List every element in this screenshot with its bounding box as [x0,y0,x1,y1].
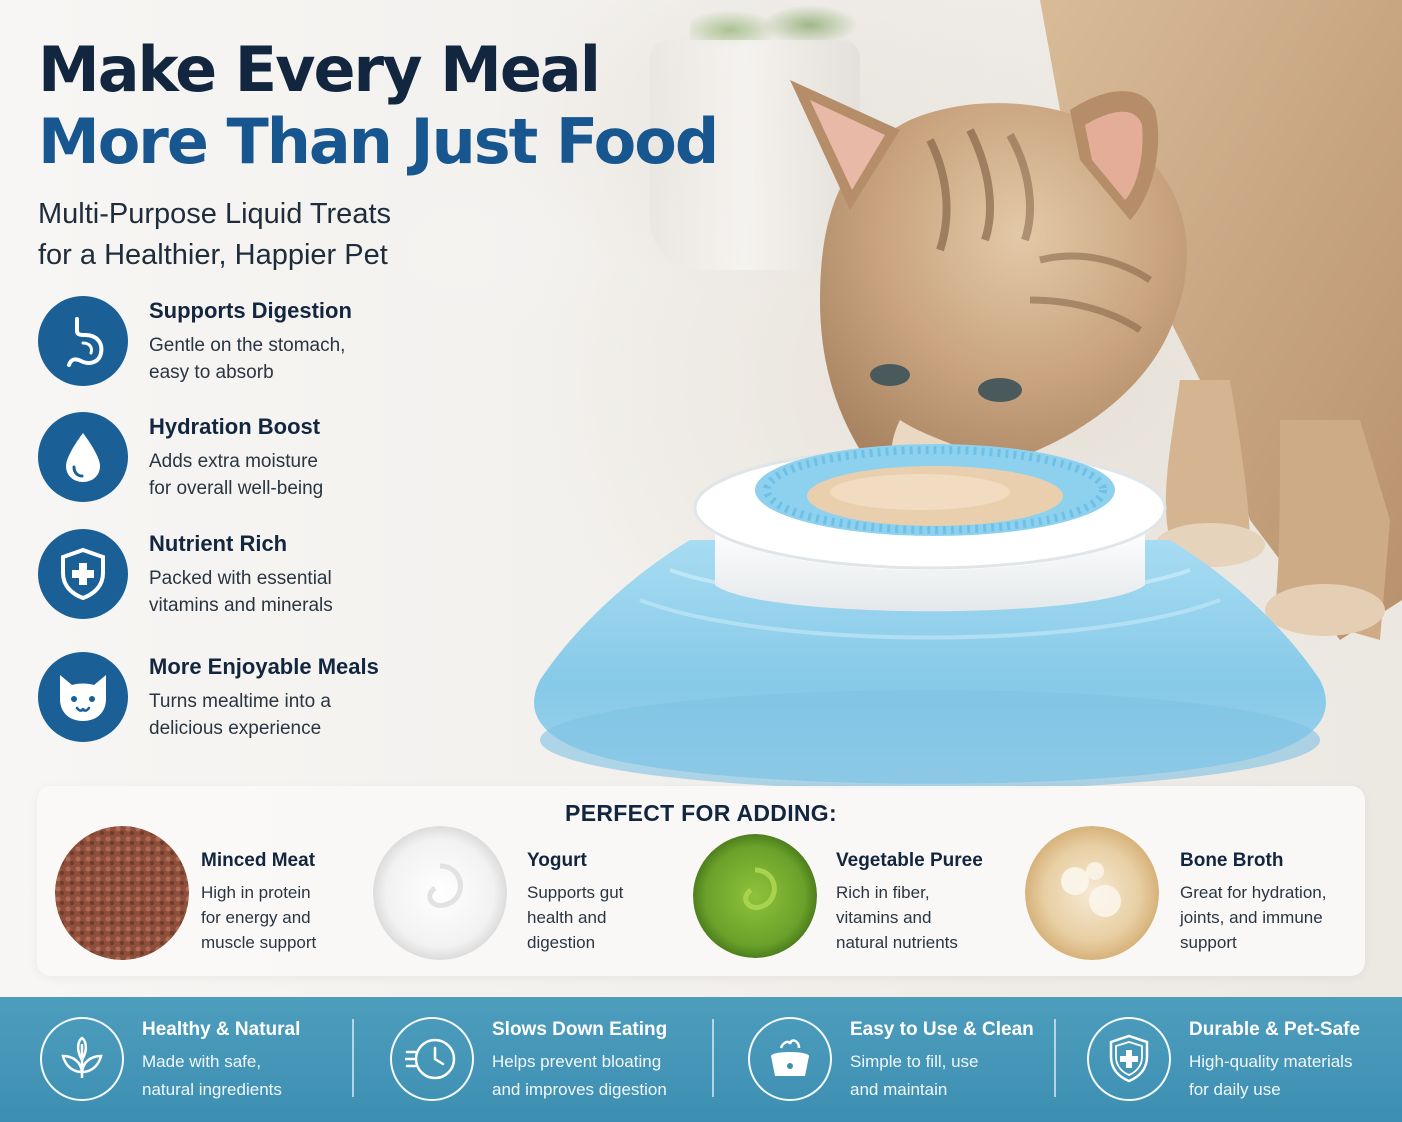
adding-item-name: Vegetable Puree [836,850,983,871]
adding-item-bone-broth: Bone Broth Great for hydration, joints, … [1025,826,1355,966]
benefit-more-enjoyable-meals: More Enjoyable Meals Turns mealtime into… [38,652,458,744]
footer-divider [1054,1019,1056,1097]
vegetable-puree-photo [693,834,817,958]
adding-item-desc: Great for hydration, joints, and immune … [1180,880,1360,955]
background-bowl [330,150,590,350]
feature-title: Easy to Use & Clean [850,1019,1034,1040]
adding-desc-line: support [1180,933,1237,952]
benefit-desc-line: Packed with essential [149,568,332,589]
feature-desc: Simple to fill, use and maintain [850,1048,1080,1104]
benefit-desc-line: vitamins and minerals [149,595,333,616]
benefit-description: Gentle on the stomach, easy to absorb [149,332,449,386]
adding-item-name: Minced Meat [201,850,316,871]
adding-desc-line: High in protein [201,883,311,902]
benefit-desc-line: for overall well-being [149,478,324,499]
cat-face-icon [38,652,128,742]
adding-item-desc: Supports gut health and digestion [527,880,707,955]
adding-desc-line: digestion [527,933,596,952]
cat-illustration [790,0,1402,640]
headline: Make Every Meal More Than Just Food [38,33,719,178]
yogurt-photo [373,826,507,960]
features-footer: Healthy & Natural Made with safe, natura… [0,997,1402,1122]
adding-item-yogurt: Yogurt Supports gut health and digestion [373,826,673,966]
feature-desc-line: High-quality materials [1189,1052,1353,1071]
benefit-hydration-boost: Hydration Boost Adds extra moisture for … [38,412,458,504]
feature-title: Slows Down Eating [492,1019,668,1040]
benefit-title: Hydration Boost [149,414,321,439]
feature-slows-down-eating: Slows Down Eating Helps prevent bloating… [390,1017,710,1107]
adding-desc-line: health and [527,908,607,927]
feature-desc-line: for daily use [1189,1080,1281,1099]
feature-desc-line: and improves digestion [492,1080,667,1099]
feature-easy-to-use-clean: Easy to Use & Clean Simple to fill, use … [748,1017,1048,1107]
adding-desc-line: Great for hydration, [1180,883,1327,902]
adding-desc-line: for energy and [201,908,311,927]
adding-item-name: Bone Broth [1180,850,1284,871]
adding-desc-line: joints, and immune [1180,908,1323,927]
benefit-desc-line: Turns mealtime into a [149,691,331,712]
footer-divider [712,1019,714,1097]
subheadline: Multi-Purpose Liquid Treats for a Health… [38,194,391,276]
benefit-desc-line: Gentle on the stomach, [149,335,346,356]
clock-icon [390,1017,474,1101]
adding-item-vegetable-puree: Vegetable Puree Rich in fiber, vitamins … [693,826,1013,966]
feature-title: Durable & Pet-Safe [1189,1019,1361,1040]
benefit-desc-line: delicious experience [149,718,322,739]
adding-desc-line: vitamins and [836,908,932,927]
benefit-description: Adds extra moisture for overall well-bei… [149,448,449,502]
water-drop-icon [38,412,128,502]
feature-desc: Made with safe, natural ingredients [142,1048,372,1104]
stomach-icon [38,296,128,386]
benefit-supports-digestion: Supports Digestion Gentle on the stomach… [38,296,458,388]
benefit-description: Turns mealtime into a delicious experien… [149,688,449,742]
benefit-title: Nutrient Rich [149,531,288,556]
adding-desc-line: muscle support [201,933,317,952]
adding-desc-line: Supports gut [527,883,624,902]
feature-durable-pet-safe: Durable & Pet-Safe High-quality material… [1087,1017,1387,1107]
benefit-title: More Enjoyable Meals [149,654,379,679]
slow-feeder-bowl [534,444,1326,790]
panel-title: PERFECT FOR ADDING: [565,800,837,826]
adding-item-desc: High in protein for energy and muscle su… [201,880,381,955]
leaf-icon [40,1017,124,1101]
adding-desc-line: Rich in fiber, [836,883,930,902]
benefit-description: Packed with essential vitamins and miner… [149,565,449,619]
adding-desc-line: natural nutrients [836,933,958,952]
feature-desc-line: natural ingredients [142,1080,282,1099]
adding-item-minced-meat: Minced Meat High in protein for energy a… [55,826,355,966]
feature-desc-line: Helps prevent bloating [492,1052,662,1071]
bowl-icon [748,1017,832,1101]
feature-desc-line: and maintain [850,1080,948,1099]
feature-title: Healthy & Natural [142,1019,301,1040]
feature-desc-line: Simple to fill, use [850,1052,979,1071]
perfect-for-adding-panel: PERFECT FOR ADDING: Minced Meat High in … [37,786,1365,976]
shield-plus-icon [1087,1017,1171,1101]
adding-item-desc: Rich in fiber, vitamins and natural nutr… [836,880,1016,955]
feature-desc-line: Made with safe, [142,1052,262,1071]
subheadline-line-2: for a Healthier, Happier Pet [38,239,388,271]
headline-line-1: Make Every Meal [38,33,601,106]
bone-broth-photo [1025,826,1159,960]
shield-plus-icon [38,529,128,619]
benefit-desc-line: Adds extra moisture [149,451,318,472]
footer-divider [352,1019,354,1097]
benefit-title: Supports Digestion [149,298,352,323]
feature-desc: Helps prevent bloating and improves dige… [492,1048,722,1104]
subheadline-line-1: Multi-Purpose Liquid Treats [38,198,391,230]
feature-desc: High-quality materials for daily use [1189,1048,1402,1104]
feature-healthy-natural: Healthy & Natural Made with safe, natura… [40,1017,350,1107]
benefit-desc-line: easy to absorb [149,362,274,383]
benefit-nutrient-rich: Nutrient Rich Packed with essential vita… [38,529,458,621]
headline-line-2: More Than Just Food [38,105,719,178]
adding-item-name: Yogurt [527,850,587,871]
minced-meat-photo [55,826,189,960]
